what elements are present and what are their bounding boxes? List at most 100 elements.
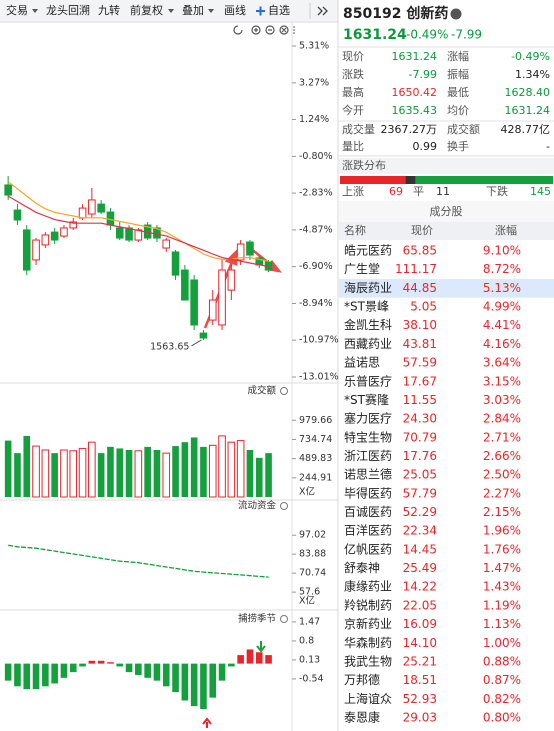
quote-value: 1650.42 <box>392 86 438 99</box>
distribution-title: 涨跌分布 <box>342 158 386 172</box>
section-header <box>339 158 554 174</box>
stock-name: 我武生物 <box>344 654 392 668</box>
y-tick-label: 70.74 <box>299 568 326 579</box>
bar <box>162 452 171 498</box>
candle-body <box>181 269 189 301</box>
bar <box>4 663 12 681</box>
panel-title: 流动资金 <box>238 500 277 512</box>
stock-name: 海辰药业 <box>344 280 392 295</box>
quote-title: 850192 创新药 <box>343 5 448 22</box>
stock-change: 5.13% <box>483 281 521 295</box>
bar <box>88 441 96 498</box>
constituents-title: 成分股 <box>430 205 463 218</box>
stock-price: 29.03 <box>403 711 437 725</box>
dropdown-icon <box>208 9 214 13</box>
quote-change: -7.99 <box>451 28 482 42</box>
tool-leader[interactable]: 龙头回溯 <box>46 4 90 17</box>
info-icon[interactable] <box>450 8 462 20</box>
distribution-up-label: 上涨 <box>342 185 364 198</box>
quote-change-pct: -0.49% <box>406 28 448 42</box>
bar <box>51 453 58 497</box>
bar <box>190 663 198 707</box>
stock-change: 1.76% <box>483 542 521 556</box>
quote-value: 0.99 <box>413 140 438 153</box>
y-tick-label: 489.83 <box>299 453 332 464</box>
stock-price: 44.85 <box>403 281 437 295</box>
quote-label: 涨幅 <box>447 50 469 63</box>
stock-change: 2.71% <box>483 430 521 444</box>
y-tick-label: 3.27% <box>299 77 329 88</box>
quote-label: 均价 <box>447 104 469 117</box>
stock-price: 14.45 <box>403 542 437 556</box>
stock-change: 0.82% <box>483 692 521 706</box>
stock-price: 25.21 <box>403 654 437 668</box>
candle-body <box>208 299 217 321</box>
stock-price: 24.30 <box>403 412 437 426</box>
quote-value: 2367.27万 <box>381 123 438 136</box>
stock-change: 2.84% <box>483 412 521 426</box>
bar <box>69 663 77 673</box>
candle-body <box>41 234 50 246</box>
ma-line <box>7 181 269 262</box>
tool-overlay[interactable]: 叠加 <box>182 4 204 17</box>
tool-draw[interactable]: 画线 <box>224 3 246 17</box>
stock-change: 4.16% <box>483 337 521 351</box>
stock-name: 乐普医疗 <box>344 374 392 388</box>
stock-name: 百诚医药 <box>344 505 392 519</box>
bar <box>134 450 143 498</box>
distribution-flat: 11 <box>436 185 450 198</box>
stock-price: 14.10 <box>403 636 437 650</box>
stock-price: 43.81 <box>403 337 437 351</box>
stock-name: 特宝生物 <box>344 429 392 444</box>
quote-label: 最低 <box>447 86 469 99</box>
y-tick-label: 244.91 <box>299 472 332 483</box>
column-header: 涨幅 <box>495 224 517 237</box>
stock-price: 70.79 <box>403 430 437 444</box>
bar <box>116 448 124 497</box>
bar <box>78 447 87 498</box>
stock-name: 百洋医药 <box>344 523 392 538</box>
section-header <box>339 201 554 222</box>
stock-price: 16.09 <box>403 617 437 631</box>
more-icon[interactable] <box>317 6 328 16</box>
tool-adjust[interactable]: 前复权 <box>130 3 163 17</box>
candle-body <box>60 227 68 237</box>
stock-name: 亿帆医药 <box>344 541 392 556</box>
stock-change: 0.88% <box>483 654 521 668</box>
bar <box>181 663 189 701</box>
tool-nine[interactable]: 九转 <box>98 3 120 17</box>
tool-watch[interactable]: 自选 <box>268 4 290 17</box>
chart-tools[interactable] <box>233 25 289 35</box>
quote-label: 成交额 <box>447 122 480 136</box>
stock-change: 1.00% <box>483 636 521 650</box>
stock-price: 11.55 <box>403 393 437 407</box>
candle-body <box>115 227 124 239</box>
y-unit: X亿 <box>299 595 315 607</box>
bar <box>116 663 124 667</box>
y-tick-label: -0.54 <box>299 673 324 684</box>
flow-line <box>8 544 269 578</box>
y-tick-label: -0.80% <box>299 151 333 162</box>
stock-name: 广生堂 <box>344 262 380 276</box>
bar <box>107 446 114 497</box>
bar <box>255 457 263 497</box>
y-tick-label: 1.47 <box>299 616 320 627</box>
panel-title: 成交额 <box>247 385 276 397</box>
bar <box>97 660 105 664</box>
stock-name: 华森制药 <box>344 635 392 650</box>
stock-change: 1.96% <box>483 524 521 538</box>
quote-value: -7.99 <box>409 68 437 81</box>
y-tick-label: 979.66 <box>299 415 332 426</box>
candle-body <box>171 251 180 276</box>
plus-icon <box>256 6 265 16</box>
distribution-flat <box>405 176 416 184</box>
bar <box>208 444 217 498</box>
tool-trade[interactable]: 交易 <box>6 3 28 17</box>
row-highlight <box>339 279 554 298</box>
candle-body <box>97 203 105 213</box>
bar <box>265 655 272 664</box>
bar <box>236 440 245 498</box>
y-tick-label: -4.87% <box>299 224 333 235</box>
candle-body <box>125 227 133 241</box>
